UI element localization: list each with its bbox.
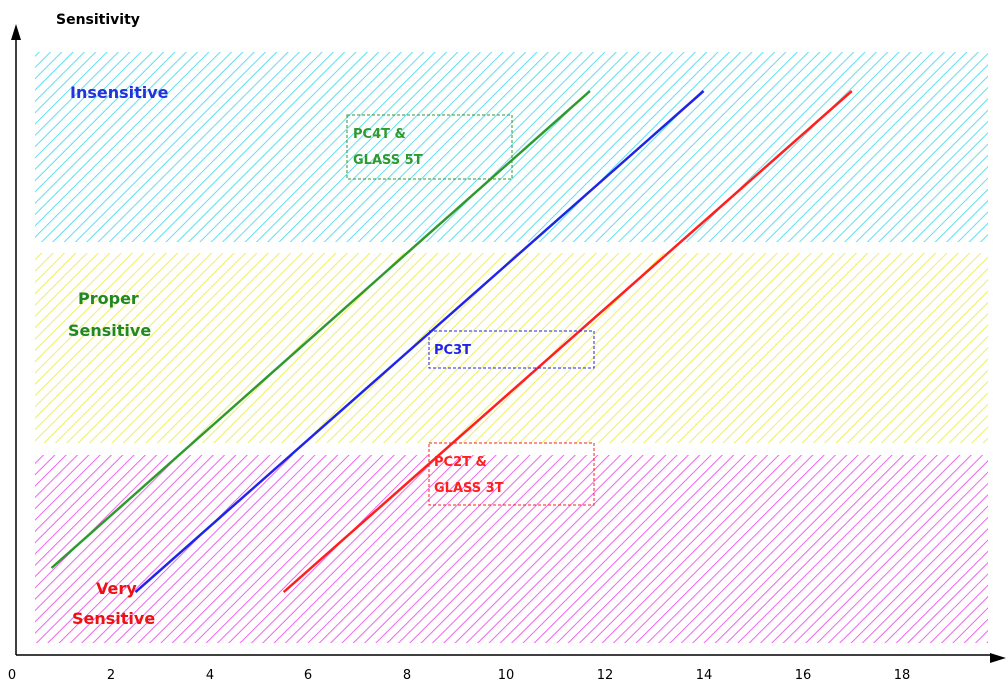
zone-label-very-line2: Sensitive <box>72 609 155 628</box>
zone-label-insensitive: Insensitive <box>70 83 169 102</box>
series-line-pc3t <box>134 90 705 593</box>
series-box-pc3t <box>428 330 595 369</box>
x-tick-label: 0 <box>8 668 16 683</box>
x-tick-label: 10 <box>498 668 515 683</box>
x-tick-label: 18 <box>894 668 911 683</box>
zone-band-very-sensitive <box>35 455 988 643</box>
series-label-pc4t-line1: PC4T & <box>353 127 406 142</box>
x-tick-label: 12 <box>597 668 614 683</box>
y-axis-arrow-icon <box>11 24 21 40</box>
x-axis-arrow-icon <box>990 653 1006 663</box>
x-tick-labels: 0 2 4 6 8 10 12 14 16 18 <box>8 668 910 683</box>
x-tick-label: 2 <box>107 668 115 683</box>
series-box-pc4t-glass5t <box>346 114 513 180</box>
x-tick-label: 14 <box>696 668 713 683</box>
x-tick-label: 8 <box>403 668 411 683</box>
zone-label-proper-line2: Sensitive <box>68 321 151 340</box>
zone-band-proper-sensitive <box>35 253 988 443</box>
series-line-pc2t-glass3t <box>282 90 853 593</box>
series-label-pc4t-line2: GLASS 5T <box>353 153 423 168</box>
series-line-pc4t-glass5t <box>50 90 591 569</box>
series-label-pc3t: PC3T <box>434 343 471 358</box>
x-tick-label: 6 <box>304 668 312 683</box>
zone-label-proper-line1: Proper <box>78 289 139 308</box>
series-label-pc2t-line2: GLASS 3T <box>434 481 504 496</box>
x-tick-label: 16 <box>795 668 812 683</box>
series-label-pc2t-line1: PC2T & <box>434 455 487 470</box>
series-box-pc2t-glass3t <box>428 442 595 506</box>
x-tick-label: 4 <box>206 668 214 683</box>
y-axis-label: Sensitivity <box>56 12 140 28</box>
zone-label-very-line1: Very <box>96 579 137 598</box>
